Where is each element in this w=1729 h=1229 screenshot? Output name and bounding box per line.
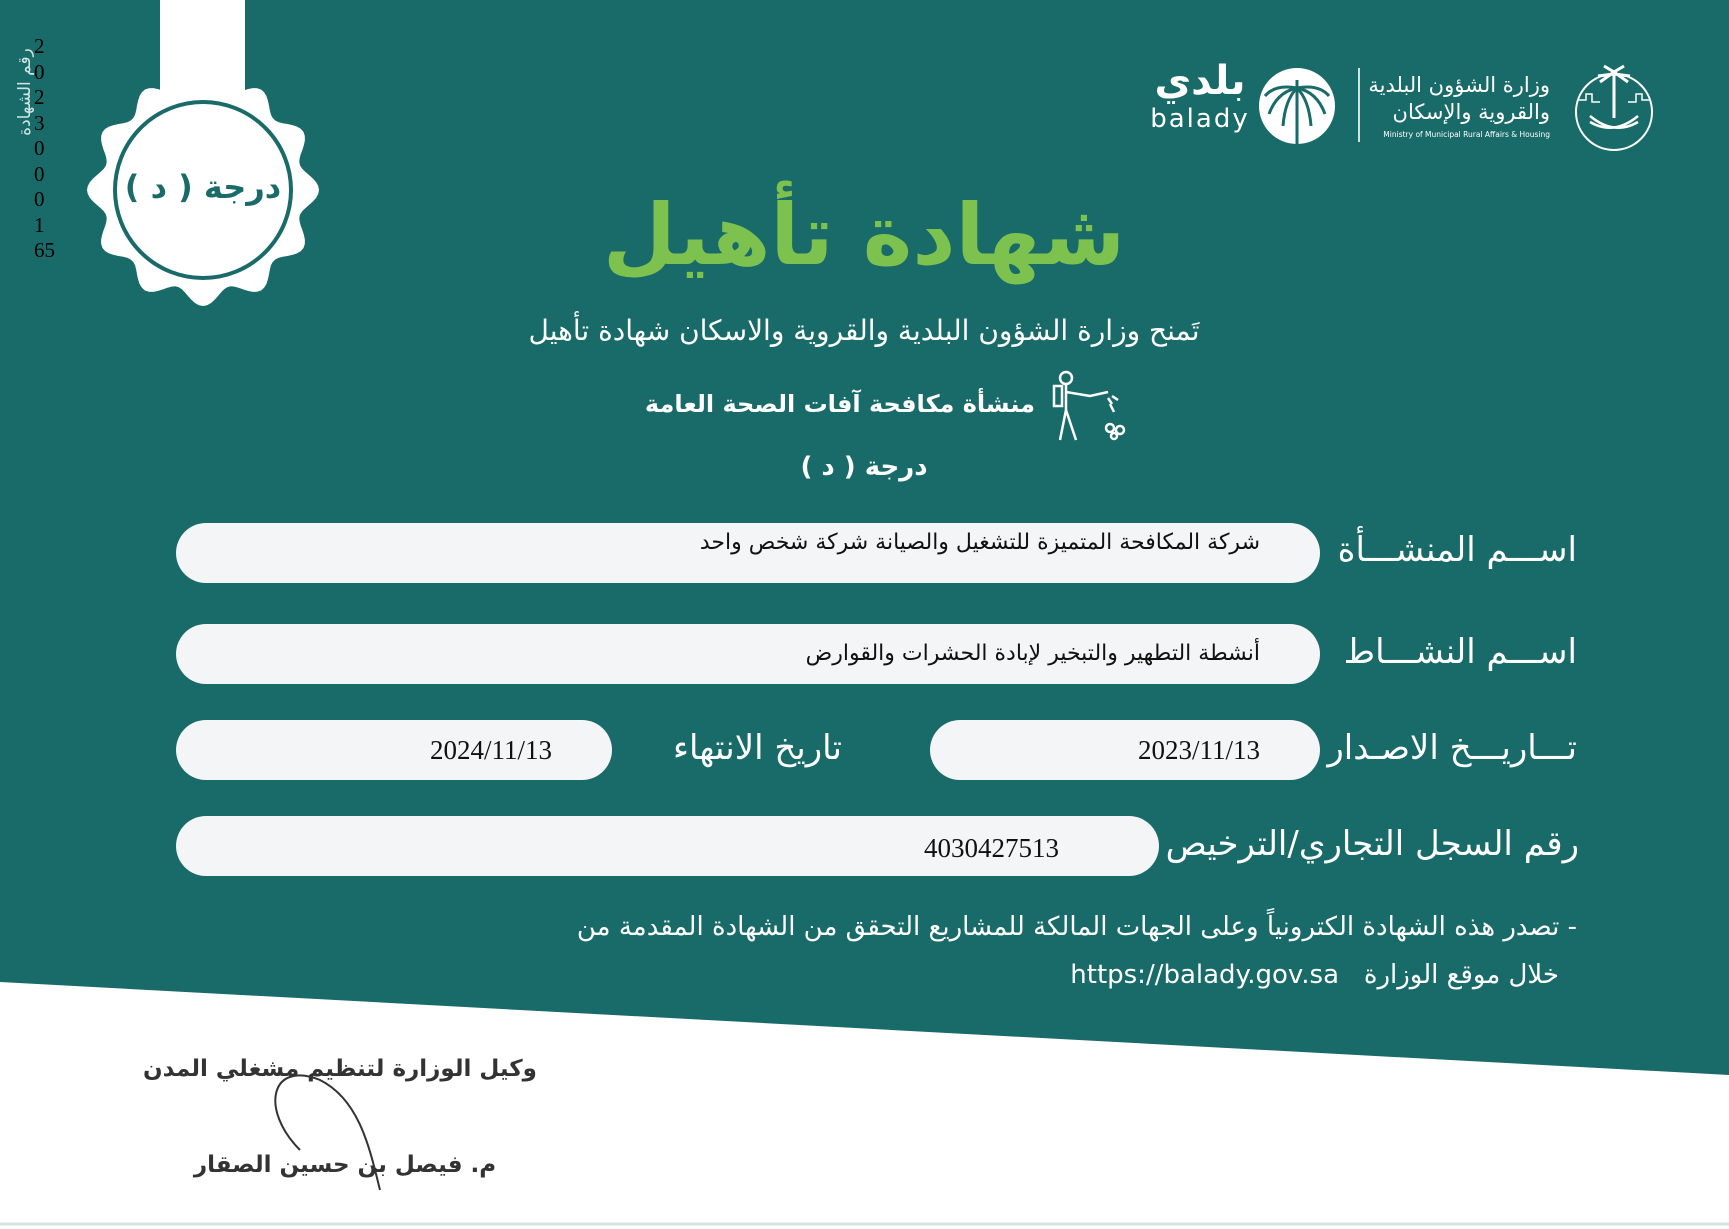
entity-name-label: اســـم المنشـــأة: [1337, 530, 1577, 570]
verification-note-line2: خلال موقع الوزارة https://balady.gov.sa: [1070, 960, 1559, 990]
certificate-subtitle: تَمنح وزارة الشؤون البلدية والقروية والا…: [528, 314, 1200, 347]
certificate-number-digit: 3: [34, 110, 45, 135]
certificate-number-digit: 0: [34, 187, 45, 211]
certificate-number-digit: 2: [34, 85, 45, 109]
issue-date-field: 2023/11/13: [930, 720, 1320, 780]
expiry-date-field: 2024/11/13: [176, 720, 612, 780]
certificate-number-digit: 2: [34, 34, 45, 58]
certificate-number-digit: 0: [34, 59, 45, 84]
verification-note: - تصدر هذه الشهادة الكترونياً وعلى الجها…: [576, 912, 1577, 942]
certificate-number-digit: 0: [34, 161, 45, 186]
grade-text: درجة ( د ): [800, 452, 928, 482]
logo-divider: [1358, 68, 1360, 142]
ministry-line1: وزارة الشؤون البلدية: [1368, 73, 1550, 97]
seal-grade: درجة ( د ): [124, 168, 282, 206]
signatory-title: وكيل الوزارة لتنظيم مشغلي المدن: [143, 1056, 537, 1082]
certificate-title: شهادة تأهيل: [602, 186, 1126, 284]
certificate-number-digit: 1: [34, 212, 45, 237]
pest-sprayer-icon: [1052, 370, 1126, 441]
activity-name-label: اســـم النشـــاط: [1343, 632, 1577, 672]
saudi-emblem-icon: [1575, 64, 1653, 151]
ministry-name-en: Ministry of Municipal Rural Affairs & Ho…: [1383, 130, 1550, 139]
entity-name-field: شركة المكافحة المتميزة للتشغيل والصيانة …: [176, 523, 1320, 583]
signature-scribble: [274, 1074, 381, 1191]
commercial-registration-label: رقم السجل التجاري/الترخيص: [1165, 824, 1579, 864]
certificate-number-digit: 65: [34, 238, 55, 262]
signatory-name: م. فيصل بن حسين الصقار: [193, 1152, 497, 1178]
seal-badge: [87, 74, 319, 306]
balady-logo-ar: بلدي: [1154, 58, 1246, 104]
expiry-date-label: تاريخ الانتهاء: [672, 728, 843, 768]
certificate-number: 2 0 2 3 0 0 0 1 65: [34, 34, 55, 264]
certificate-number-label: رقم الشهادة: [15, 48, 35, 136]
ministry-line2: والقروية والإسكان: [1392, 100, 1550, 124]
commercial-registration-field: 4030427513: [176, 816, 1159, 876]
ministry-name-ar: وزارة الشؤون البلدية والقروية والإسكان: [1368, 72, 1550, 126]
certificate-number-digit: 0: [34, 136, 45, 160]
balady-palm-icon: [1259, 68, 1335, 144]
ministry-website-link[interactable]: https://balady.gov.sa: [1070, 960, 1340, 990]
note-text: خلال موقع الوزارة: [1363, 960, 1559, 990]
issue-date-label: تـــاريـــخ الاصـدار: [1327, 728, 1577, 768]
balady-logo-en: balady: [1150, 104, 1250, 134]
activity-name-field: أنشطة التطهير والتبخير لإبادة الحشرات وا…: [176, 624, 1320, 684]
category-text: منشأة مكافحة آفات الصحة العامة: [644, 390, 1035, 418]
